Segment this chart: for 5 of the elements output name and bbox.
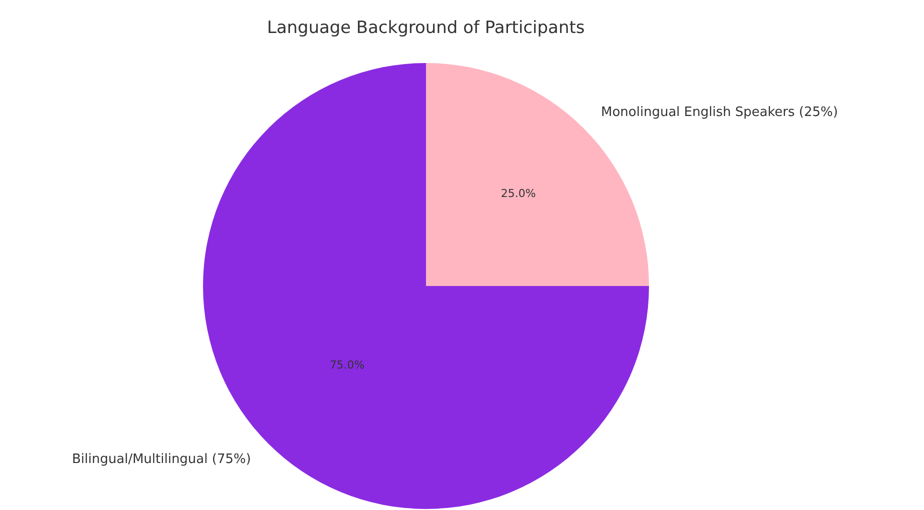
slice-label: Bilingual/Multilingual (75%)	[72, 452, 251, 467]
chart-title: Language Background of Participants	[267, 18, 585, 38]
data-label: 75.0%	[330, 358, 365, 372]
slice-label: Monolingual English Speakers (25%)	[601, 105, 838, 120]
data-label: 25.0%	[500, 187, 536, 200]
